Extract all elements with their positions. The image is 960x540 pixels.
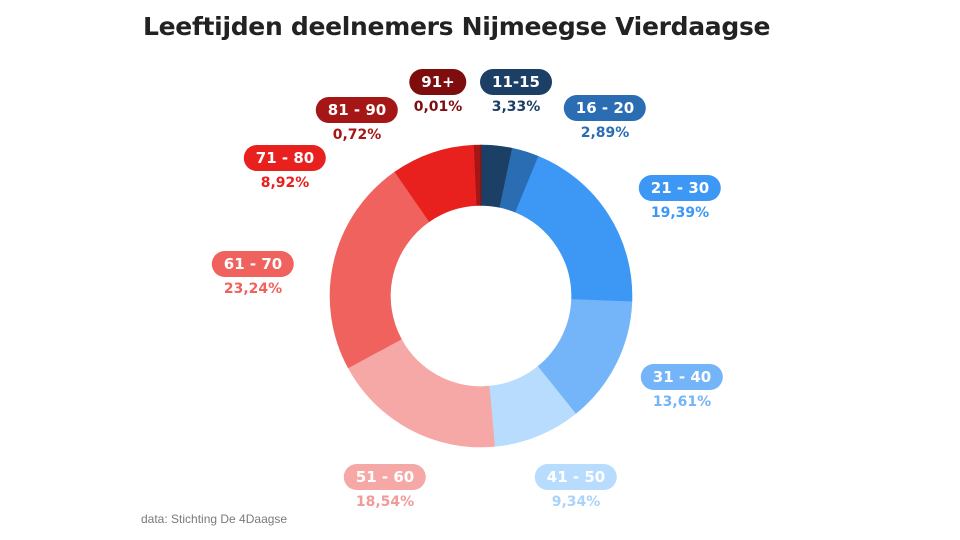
- category-pill: 16 - 20: [563, 95, 647, 121]
- category-pill: 81 - 90: [315, 97, 399, 123]
- chart-title: Leeftijden deelnemers Nijmeegse Vierdaag…: [143, 12, 771, 41]
- value-label: 0,01%: [413, 99, 463, 115]
- value-label: 18,54%: [355, 494, 415, 510]
- segment-label-5: 51 - 60 18,54%: [343, 464, 427, 510]
- segment-label-3: 31 - 40 13,61%: [640, 364, 724, 410]
- value-label: 8,92%: [260, 175, 310, 191]
- value-label: 19,39%: [650, 205, 710, 221]
- category-pill: 61 - 70: [211, 251, 295, 277]
- donut-segment-6: [329, 171, 430, 369]
- value-label: 3,33%: [491, 99, 541, 115]
- segment-label-4: 41 - 50 9,34%: [534, 464, 618, 510]
- segment-label-8: 81 - 90 0,72%: [315, 97, 399, 143]
- segment-label-7: 71 - 80 8,92%: [243, 145, 327, 191]
- category-pill: 21 - 30: [638, 175, 722, 201]
- category-pill: 41 - 50: [534, 464, 618, 490]
- value-label: 23,24%: [223, 281, 283, 297]
- category-pill: 11-15: [480, 69, 552, 95]
- segment-label-0: 11-15 3,33%: [480, 69, 552, 115]
- source-note: data: Stichting De 4Daagse: [141, 512, 288, 526]
- category-pill: 51 - 60: [343, 464, 427, 490]
- segment-label-6: 61 - 70 23,24%: [211, 251, 295, 297]
- donut-segment-2: [515, 155, 633, 303]
- category-pill: 71 - 80: [243, 145, 327, 171]
- value-label: 9,34%: [551, 494, 601, 510]
- category-pill: 91+: [409, 69, 467, 95]
- segment-label-1: 16 - 20 2,89%: [563, 95, 647, 141]
- value-label: 2,89%: [580, 125, 630, 141]
- segment-label-2: 21 - 30 19,39%: [638, 175, 722, 221]
- category-pill: 31 - 40: [640, 364, 724, 390]
- value-label: 13,61%: [652, 394, 712, 410]
- segment-label-9: 91+ 0,01%: [409, 69, 467, 115]
- value-label: 0,72%: [332, 127, 382, 143]
